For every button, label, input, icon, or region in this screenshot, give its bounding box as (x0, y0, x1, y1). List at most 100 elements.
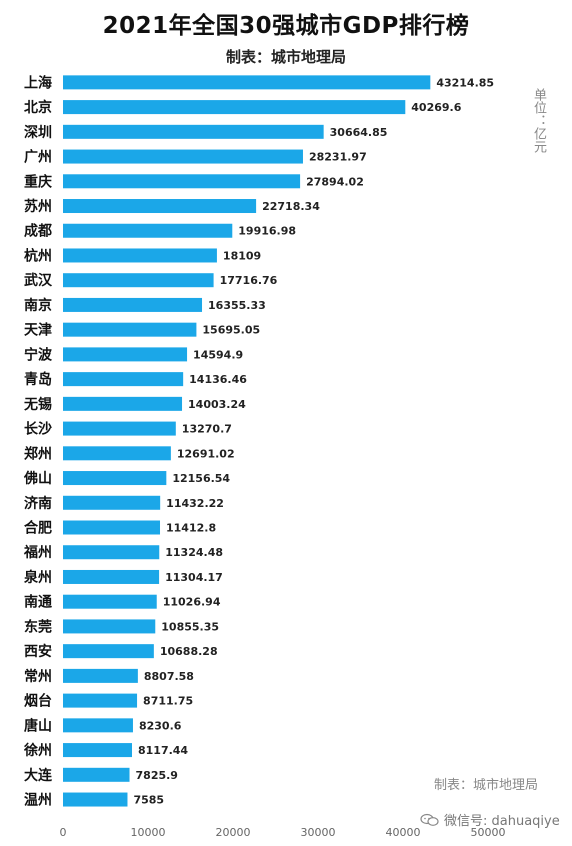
bar (63, 718, 133, 733)
bar (63, 792, 128, 807)
category-label: 常州 (24, 668, 52, 685)
bar (63, 767, 130, 782)
category-label: 佛山 (23, 470, 52, 487)
value-label: 11324.48 (165, 546, 223, 559)
category-label: 合肥 (24, 520, 52, 537)
x-tick-label: 30000 (301, 826, 336, 839)
value-label: 10688.28 (160, 645, 218, 658)
value-label: 12156.54 (172, 472, 230, 485)
bar (63, 223, 233, 238)
category-label: 苏州 (24, 198, 52, 215)
bar (63, 273, 214, 288)
value-label: 27894.02 (306, 175, 364, 188)
category-label: 无锡 (23, 396, 52, 413)
value-label: 8711.75 (143, 695, 193, 708)
category-label: 青岛 (24, 371, 52, 388)
bar (63, 644, 154, 659)
category-label: 泉州 (24, 569, 52, 586)
value-label: 14003.24 (188, 398, 246, 411)
category-label: 南京 (24, 297, 52, 314)
category-label: 上海 (24, 74, 52, 91)
category-label: 温州 (24, 793, 52, 809)
value-label: 11432.22 (166, 497, 224, 510)
value-label: 15695.05 (202, 324, 260, 337)
bar (63, 372, 184, 387)
value-label: 14136.46 (189, 373, 247, 386)
category-label: 武汉 (24, 272, 53, 289)
wechat-icon (420, 813, 439, 826)
category-label: 烟台 (24, 693, 52, 710)
category-label: 南通 (24, 594, 52, 611)
category-label: 郑州 (24, 445, 52, 462)
bar (63, 569, 160, 584)
value-label: 13270.7 (182, 423, 232, 436)
bar (63, 199, 257, 214)
value-label: 30664.85 (330, 126, 388, 139)
bar (63, 693, 138, 708)
bar (63, 75, 431, 90)
category-label: 济南 (24, 495, 52, 512)
bar (63, 545, 160, 560)
category-label: 东莞 (24, 618, 52, 635)
category-label: 重庆 (24, 173, 52, 190)
bar (63, 174, 301, 189)
value-label: 11026.94 (163, 596, 221, 609)
watermark-source: 制表：城市地理局 (434, 778, 539, 793)
x-tick-label: 10000 (131, 826, 166, 839)
value-label: 8807.58 (144, 670, 194, 683)
wechat-label: 微信号: dahuaqiye (444, 814, 560, 829)
category-label: 宁波 (24, 346, 53, 363)
category-label: 长沙 (24, 421, 52, 438)
bar (63, 495, 161, 510)
value-label: 7825.9 (136, 769, 178, 782)
bar (63, 743, 132, 758)
bar (63, 446, 171, 461)
bar (63, 322, 197, 337)
value-label: 43214.85 (436, 76, 494, 89)
value-label: 8117.44 (138, 744, 188, 757)
value-label: 12691.02 (177, 447, 235, 460)
bar (63, 668, 138, 683)
bar (63, 124, 324, 139)
value-label: 14594.9 (193, 348, 243, 361)
x-tick-label: 0 (60, 826, 67, 839)
category-label: 福州 (23, 544, 52, 561)
category-label: 大连 (24, 767, 53, 784)
bar (63, 396, 183, 411)
category-label: 成都 (24, 223, 52, 240)
category-label: 天津 (24, 322, 52, 339)
category-label: 徐州 (23, 742, 52, 759)
bar (63, 619, 156, 634)
category-label: 北京 (24, 99, 52, 116)
bar (63, 347, 188, 362)
bar (63, 594, 157, 609)
chart-subtitle: 制表：城市地理局 (225, 48, 346, 66)
chart-title: 2021年全国30强城市GDP排行榜 (102, 13, 470, 39)
bar (63, 520, 161, 535)
category-label: 杭州 (24, 247, 52, 264)
wechat-watermark: 微信号: dahuaqiye (420, 810, 560, 829)
value-label: 40269.6 (411, 101, 461, 114)
category-label: 深圳 (24, 124, 52, 141)
bar (63, 248, 217, 263)
value-label: 18109 (223, 249, 261, 262)
value-label: 19916.98 (238, 225, 296, 238)
bar (63, 471, 167, 486)
x-tick-label: 20000 (216, 826, 251, 839)
bar (63, 297, 203, 312)
value-label: 8230.6 (139, 719, 182, 732)
unit-label: 单位：亿元 (531, 88, 546, 153)
x-tick-label: 50000 (471, 826, 506, 839)
category-label: 唐山 (24, 717, 52, 734)
value-label: 22718.34 (262, 200, 320, 213)
bar (63, 421, 176, 436)
category-label: 广州 (24, 149, 52, 166)
value-label: 11304.17 (165, 571, 223, 584)
value-label: 11412.8 (166, 522, 216, 535)
value-label: 28231.97 (309, 151, 367, 164)
value-label: 16355.33 (208, 299, 266, 312)
category-label: 西安 (24, 643, 52, 660)
value-label: 7585 (133, 794, 164, 807)
value-label: 10855.35 (161, 620, 219, 633)
